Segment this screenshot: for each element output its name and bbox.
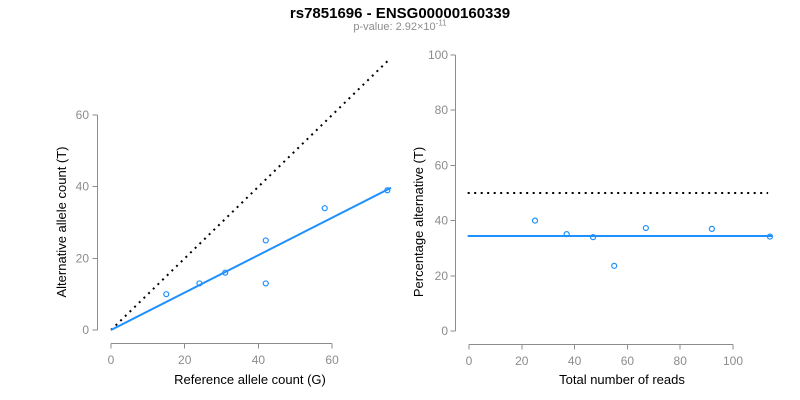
data-point <box>531 217 539 224</box>
x-tick-label: 40 <box>568 354 582 368</box>
left-plot-panel: 0 20 40 60 0 20 40 60 <box>76 57 392 367</box>
y-tick-label: 100 <box>428 48 448 62</box>
figure-subtitle: p-value: 2.92×10-11 <box>0 18 800 33</box>
left-x-axis-title: Reference allele count (G) <box>174 372 326 387</box>
data-point <box>708 225 715 232</box>
x-tick-label: 60 <box>325 353 339 367</box>
y-tick-label: 40 <box>76 180 90 194</box>
right-x-axis-title: Total number of reads <box>559 372 685 387</box>
identity-line <box>110 57 392 331</box>
y-tick-label: 60 <box>76 108 90 122</box>
y-tick-label: 0 <box>441 324 448 338</box>
fit-line <box>110 186 392 331</box>
p-value-exponent: -11 <box>435 18 447 28</box>
data-point <box>196 280 203 287</box>
y-tick-label: 0 <box>82 323 89 337</box>
y-tick-label: 20 <box>435 269 449 283</box>
data-point <box>642 224 649 232</box>
y-tick-label: 80 <box>435 103 449 117</box>
x-tick-label: 0 <box>108 353 115 367</box>
data-point <box>384 187 391 194</box>
x-tick-label: 20 <box>178 353 192 367</box>
x-tick-label: 60 <box>621 354 635 368</box>
y-tick-label: 20 <box>76 251 90 265</box>
data-point <box>163 291 170 298</box>
data-point <box>262 237 269 244</box>
data-point <box>262 280 269 287</box>
data-point <box>589 234 597 241</box>
x-tick-label: 100 <box>723 354 743 368</box>
y-tick-label: 40 <box>435 214 449 228</box>
data-point <box>563 231 570 238</box>
right-y-axis-title: Percentage alternative (T) <box>411 147 426 297</box>
x-tick-label: 20 <box>515 354 529 368</box>
data-point <box>222 269 229 276</box>
data-point <box>766 233 774 240</box>
x-tick-label: 0 <box>466 354 473 368</box>
data-point <box>611 262 618 269</box>
x-tick-label: 80 <box>674 354 688 368</box>
figure-title: rs7851696 - ENSG00000160339 <box>289 5 511 22</box>
x-tick-label: 40 <box>252 353 266 367</box>
p-value-mantissa: 2.92×10 <box>395 21 436 33</box>
y-tick-label: 60 <box>435 158 449 172</box>
left-y-axis-title: Alternative allele count (T) <box>54 146 69 297</box>
p-value-prefix: p-value: <box>353 21 396 33</box>
right-plot-panel: 0 20 40 60 80 100 0 20 40 60 80 100 <box>428 48 774 368</box>
data-point <box>321 205 328 212</box>
